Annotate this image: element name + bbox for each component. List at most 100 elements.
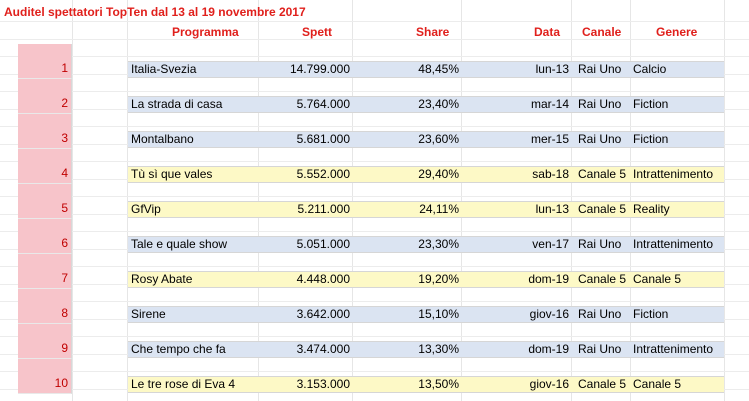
cell-data[interactable]: mar-14	[530, 97, 569, 111]
cell-share[interactable]: 24,11%	[419, 202, 459, 216]
rank-cell[interactable]: 10	[18, 359, 72, 394]
cell-genere[interactable]: Fiction	[633, 132, 669, 146]
cell-genere[interactable]: Canale 5	[633, 272, 682, 286]
header-genere[interactable]: Genere	[656, 25, 698, 39]
cell-genere[interactable]: Canale 5	[633, 377, 682, 391]
cell-genere[interactable]: Fiction	[633, 97, 669, 111]
cell-canale[interactable]: Rai Uno	[578, 237, 622, 251]
row-gridline	[0, 196, 749, 197]
rank-cell[interactable]: 6	[18, 219, 72, 254]
cell-data[interactable]: dom-19	[528, 272, 569, 286]
rank-number: 6	[61, 236, 68, 250]
cell-data[interactable]: lun-13	[535, 202, 569, 216]
row-gridline	[0, 371, 749, 372]
cell-data[interactable]: giov-16	[529, 307, 569, 321]
rank-number: 4	[61, 166, 68, 180]
rank-cell[interactable]: 7	[18, 254, 72, 289]
cell-programma[interactable]: Rosy Abate	[131, 272, 193, 286]
cell-programma[interactable]: Italia-Svezia	[131, 62, 197, 76]
cell-canale[interactable]: Rai Uno	[578, 97, 622, 111]
cell-spett[interactable]: 3.474.000	[296, 342, 350, 356]
cell-spett[interactable]: 5.764.000	[296, 97, 350, 111]
rank-cell[interactable]: 9	[18, 324, 72, 359]
column-gridline	[461, 0, 462, 401]
cell-spett[interactable]: 5.211.000	[297, 202, 351, 216]
row-gridline	[0, 21, 749, 22]
table-row[interactable]	[128, 236, 724, 253]
cell-canale[interactable]: Rai Uno	[578, 62, 622, 76]
cell-share[interactable]: 23,30%	[418, 237, 459, 251]
table-row[interactable]	[128, 376, 724, 393]
cell-data[interactable]: mer-15	[530, 132, 569, 146]
cell-share[interactable]: 23,40%	[418, 97, 459, 111]
row-gridline	[0, 301, 749, 302]
table-row[interactable]	[128, 166, 724, 183]
cell-programma[interactable]: Sirene	[131, 307, 166, 321]
cell-spett[interactable]: 5.552.000	[296, 167, 350, 181]
cell-genere[interactable]: Fiction	[633, 307, 669, 321]
cell-canale[interactable]: Canale 5	[578, 377, 627, 391]
cell-programma[interactable]: Che tempo che fa	[131, 342, 226, 356]
row-gridline	[0, 231, 749, 232]
cell-share[interactable]: 23,60%	[418, 132, 459, 146]
cell-programma[interactable]: Tale e quale show	[131, 237, 228, 251]
cell-share[interactable]: 48,45%	[418, 62, 459, 76]
cell-data[interactable]: giov-16	[529, 377, 569, 391]
cell-canale[interactable]: Canale 5	[578, 202, 627, 216]
cell-spett[interactable]: 14.799.000	[289, 62, 350, 76]
rank-cell[interactable]: 3	[18, 114, 72, 149]
header-data[interactable]: Data	[534, 25, 561, 39]
cell-spett[interactable]: 4.448.000	[296, 272, 350, 286]
rank-number: 1	[61, 61, 68, 75]
cell-canale[interactable]: Rai Uno	[578, 132, 622, 146]
cell-share[interactable]: 13,50%	[418, 377, 459, 391]
cell-spett[interactable]: 3.153.000	[296, 377, 350, 391]
cell-data[interactable]: dom-19	[528, 342, 569, 356]
table-row[interactable]	[128, 306, 724, 323]
header-spett[interactable]: Spett	[302, 25, 332, 39]
cell-data[interactable]: sab-18	[532, 167, 569, 181]
cell-genere[interactable]: Calcio	[633, 62, 667, 76]
cell-genere[interactable]: Intrattenimento	[633, 167, 714, 181]
cell-genere[interactable]: Intrattenimento	[633, 237, 714, 251]
table-row[interactable]	[128, 131, 724, 148]
cell-data[interactable]: lun-13	[535, 62, 569, 76]
header-programma[interactable]: Programma	[172, 25, 239, 39]
row-gridline	[0, 39, 749, 40]
cell-canale[interactable]: Canale 5	[578, 167, 627, 181]
cell-spett[interactable]: 5.051.000	[296, 237, 350, 251]
rank-cell[interactable]: 8	[18, 289, 72, 324]
cell-canale[interactable]: Canale 5	[578, 272, 627, 286]
rank-cell[interactable]: 5	[18, 184, 72, 219]
row-gridline	[0, 161, 749, 162]
cell-spett[interactable]: 3.642.000	[296, 307, 350, 321]
rank-number: 9	[61, 341, 68, 355]
cell-spett[interactable]: 5.681.000	[296, 132, 350, 146]
table-row[interactable]	[128, 341, 724, 358]
table-row[interactable]	[128, 201, 724, 218]
column-gridline	[630, 0, 631, 401]
cell-share[interactable]: 29,40%	[418, 167, 459, 181]
cell-canale[interactable]: Rai Uno	[578, 342, 622, 356]
cell-data[interactable]: ven-17	[532, 237, 569, 251]
cell-genere[interactable]: Intrattenimento	[633, 342, 714, 356]
sheet-title[interactable]: Auditel spettatori TopTen dal 13 al 19 n…	[4, 5, 306, 19]
cell-canale[interactable]: Rai Uno	[578, 307, 622, 321]
table-row[interactable]	[128, 271, 724, 288]
rank-cell[interactable]: 2	[18, 79, 72, 114]
cell-programma[interactable]: GfVip	[131, 202, 161, 216]
rank-cell[interactable]: 1	[18, 44, 72, 79]
cell-share[interactable]: 13,30%	[418, 342, 459, 356]
table-row[interactable]	[128, 96, 724, 113]
cell-programma[interactable]: Montalbano	[131, 132, 194, 146]
cell-share[interactable]: 15,10%	[418, 307, 459, 321]
table-row[interactable]	[128, 61, 724, 78]
cell-genere[interactable]: Reality	[633, 202, 670, 216]
cell-programma[interactable]: Le tre rose di Eva 4	[131, 377, 236, 391]
cell-share[interactable]: 19,20%	[418, 272, 459, 286]
cell-programma[interactable]: La strada di casa	[131, 97, 223, 111]
header-share[interactable]: Share	[416, 25, 450, 39]
header-canale[interactable]: Canale	[582, 25, 622, 39]
rank-cell[interactable]: 4	[18, 149, 72, 184]
cell-programma[interactable]: Tù sì que vales	[131, 167, 213, 181]
